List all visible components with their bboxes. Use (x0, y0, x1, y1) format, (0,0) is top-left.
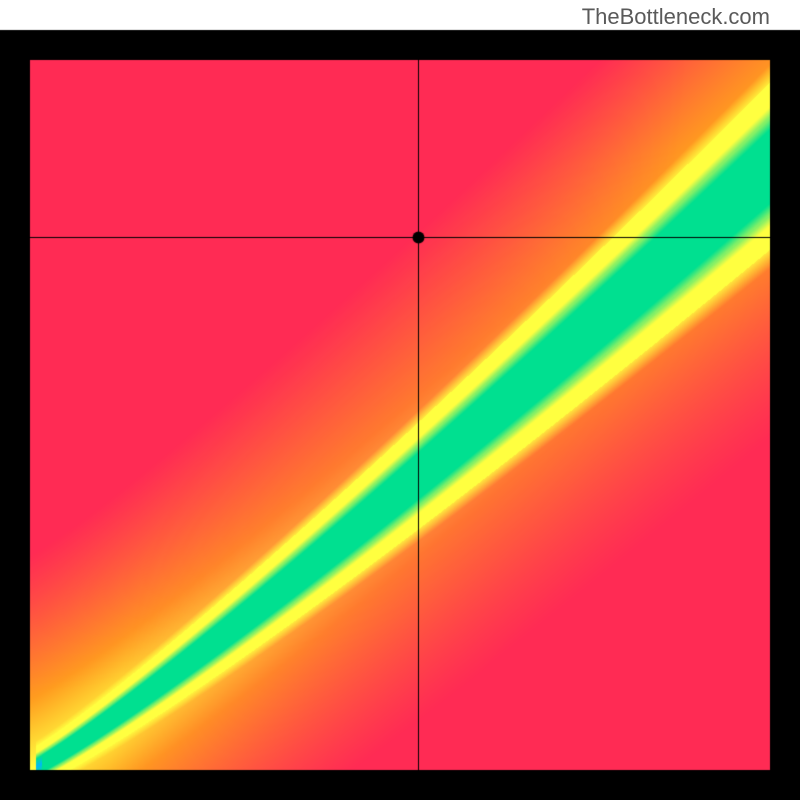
bottleneck-heatmap (0, 0, 800, 800)
watermark-text: TheBottleneck.com (582, 4, 770, 30)
chart-container: TheBottleneck.com (0, 0, 800, 800)
